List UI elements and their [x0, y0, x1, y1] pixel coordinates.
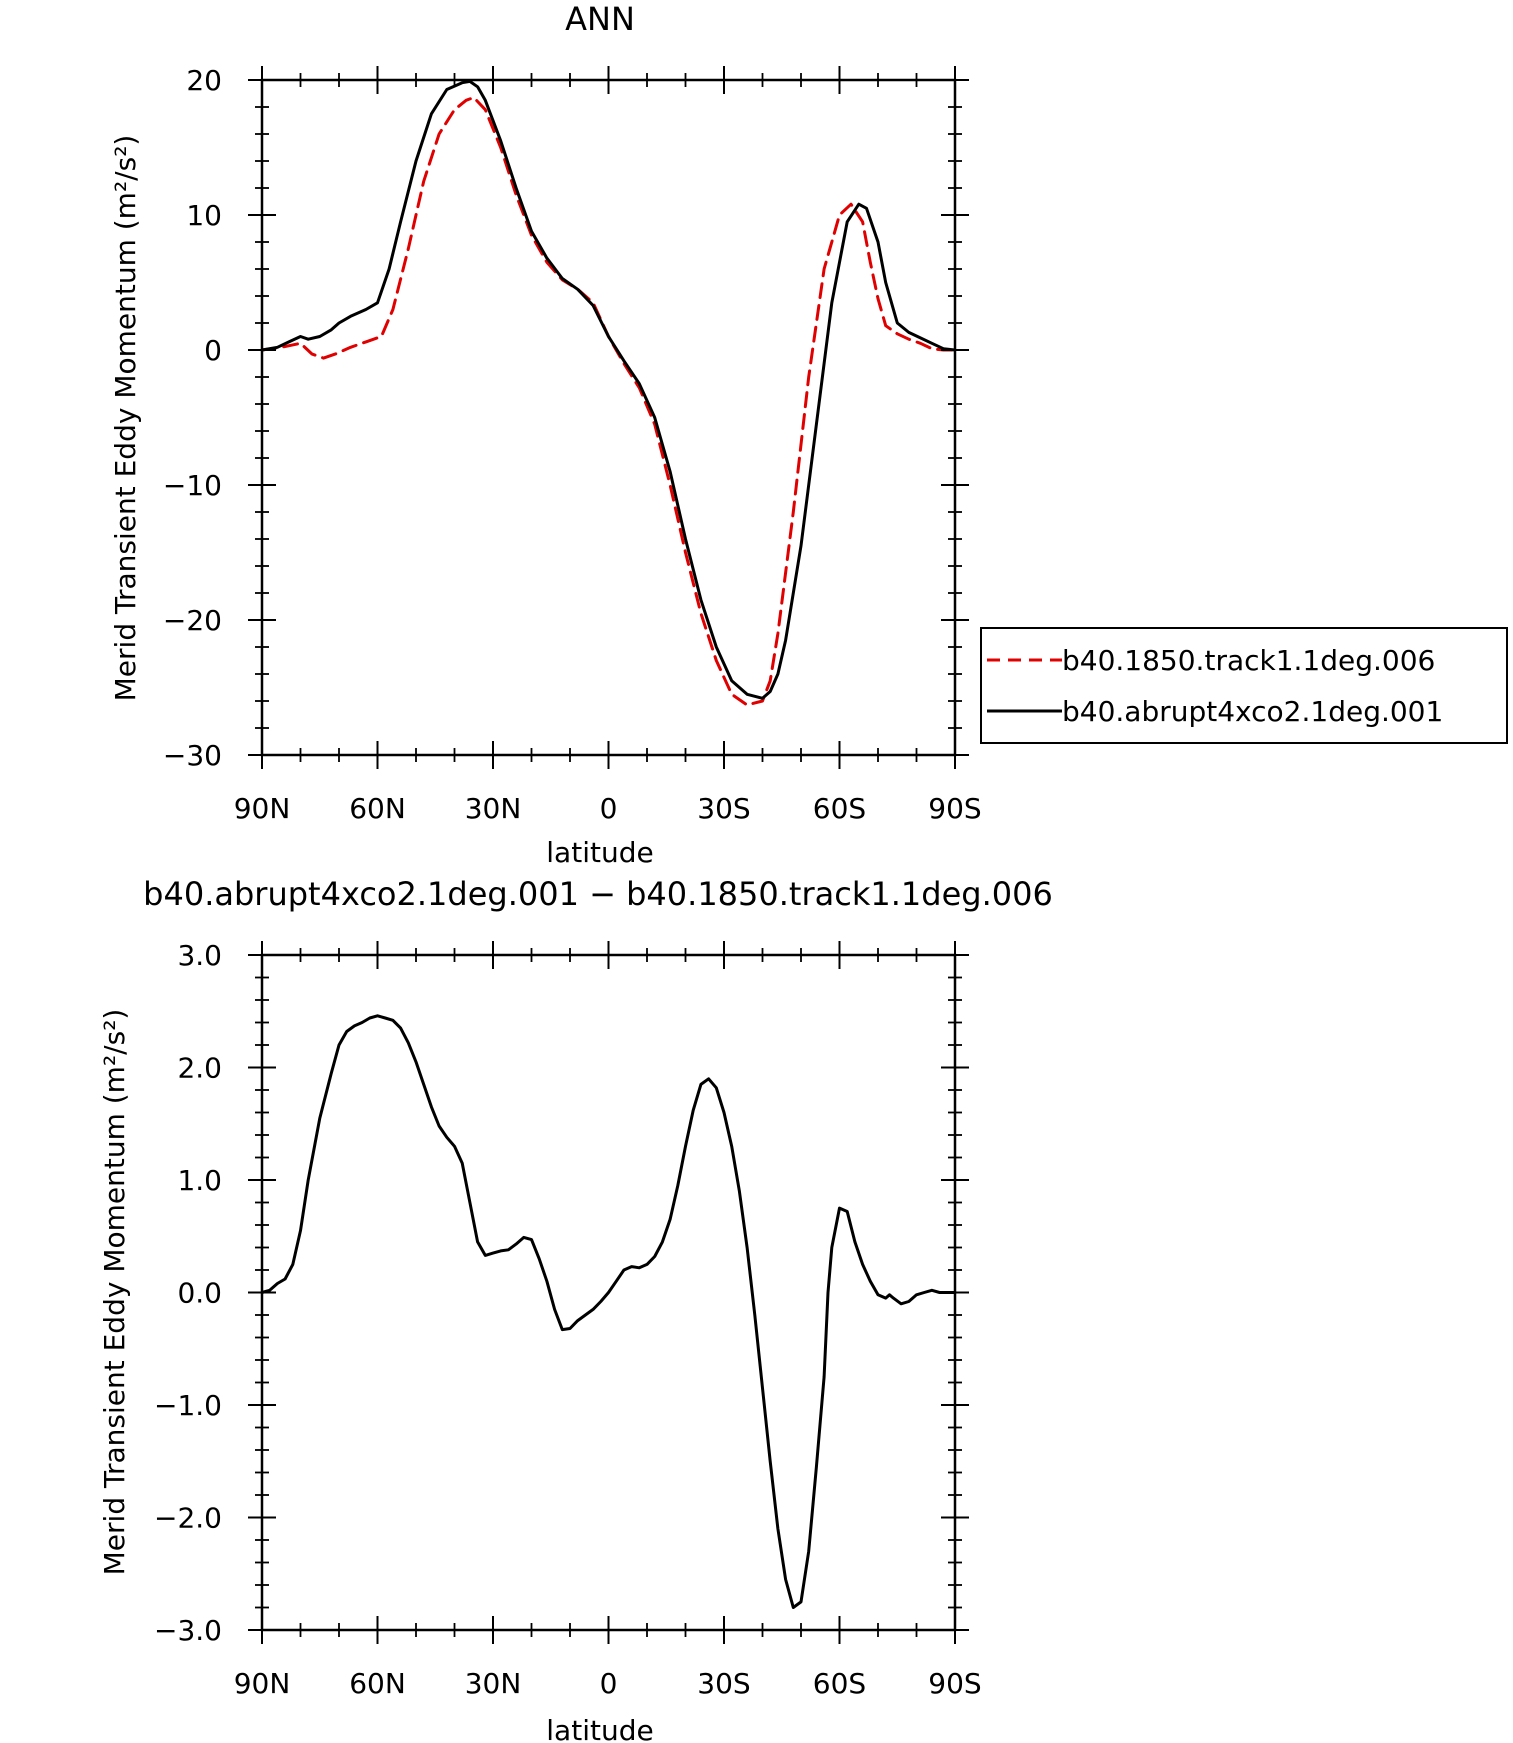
top-chart-title: ANN: [565, 0, 635, 38]
y-tick-label: 2.0: [177, 1052, 222, 1085]
plot-frame: [260, 78, 957, 757]
bottom-chart-xlabel: latitude: [546, 1714, 653, 1743]
legend-box: [980, 627, 1508, 744]
bottom-chart-ylabel: Merid Transient Eddy Momentum (m²/s²): [98, 1009, 131, 1576]
top-panel: ANN 90N 60N 30N 0 30S 60S 90S −30 −20 −10 0 10 20 la…: [109, 0, 1508, 869]
y-tick-label: 3.0: [177, 939, 222, 972]
x-tick-label: 60N: [349, 1667, 406, 1700]
x-tick-label: 30N: [465, 792, 522, 825]
y-tick-label: 1.0: [177, 1164, 222, 1197]
x-tick-label: 30S: [697, 1667, 750, 1700]
y-tick-label: −30: [163, 739, 222, 772]
legend-label-experiment: b40.abrupt4xco2.1deg.001: [1062, 695, 1443, 728]
y-tick-label: −1.0: [154, 1389, 222, 1422]
x-tick-label: 90N: [234, 1667, 291, 1700]
x-tick-label: 30S: [697, 792, 750, 825]
x-tick-label: 0: [600, 1667, 618, 1700]
x-tick-label: 30N: [465, 1667, 522, 1700]
bottom-chart-marks: [260, 1014, 957, 1609]
top-chart-marks: [260, 79, 957, 707]
x-tick-label: 60S: [813, 1667, 866, 1700]
y-tick-label: 0.0: [177, 1277, 222, 1310]
y-tick-label: 0: [204, 334, 222, 367]
series-line-difference: [260, 1014, 957, 1609]
bottom-chart-title: b40.abrupt4xco2.1deg.001 − b40.1850.trac…: [143, 875, 1053, 913]
bottom-panel: b40.abrupt4xco2.1deg.001 − b40.1850.trac…: [98, 875, 1053, 1743]
legend: b40.1850.track1.1deg.006 b40.abrupt4xco2…: [980, 627, 1508, 744]
y-tick-label: −20: [163, 604, 222, 637]
x-tick-label: 90S: [928, 792, 981, 825]
x-tick-label: 60N: [349, 792, 406, 825]
bottom-chart-ticks: 90N 60N 30N 0 30S 60S 90S −3.0 −2.0 −1.0 0.0 1.0 2.0…: [154, 939, 982, 1700]
top-chart-ticks: 90N 60N 30N 0 30S 60S 90S −30 −20 −10 0 10 20: [163, 64, 982, 825]
series-line-b40-abrupt4xco2-1deg-001: [260, 79, 957, 700]
y-tick-label: 10: [186, 199, 222, 232]
top-chart-frame: [260, 78, 957, 757]
series-line-b40-1850-track1-1deg-006: [260, 96, 957, 707]
x-tick-label: 0: [600, 792, 618, 825]
top-chart-ylabel: Merid Transient Eddy Momentum (m²/s²): [109, 135, 142, 702]
x-tick-label: 90S: [928, 1667, 981, 1700]
y-tick-label: −3.0: [154, 1614, 222, 1647]
x-tick-label: 60S: [813, 792, 866, 825]
y-tick-label: −10: [163, 469, 222, 502]
y-tick-label: −2.0: [154, 1502, 222, 1535]
y-tick-label: 20: [186, 64, 222, 97]
x-tick-label: 90N: [234, 792, 291, 825]
top-chart-xlabel: latitude: [546, 836, 653, 869]
legend-label-control: b40.1850.track1.1deg.006: [1062, 644, 1435, 677]
